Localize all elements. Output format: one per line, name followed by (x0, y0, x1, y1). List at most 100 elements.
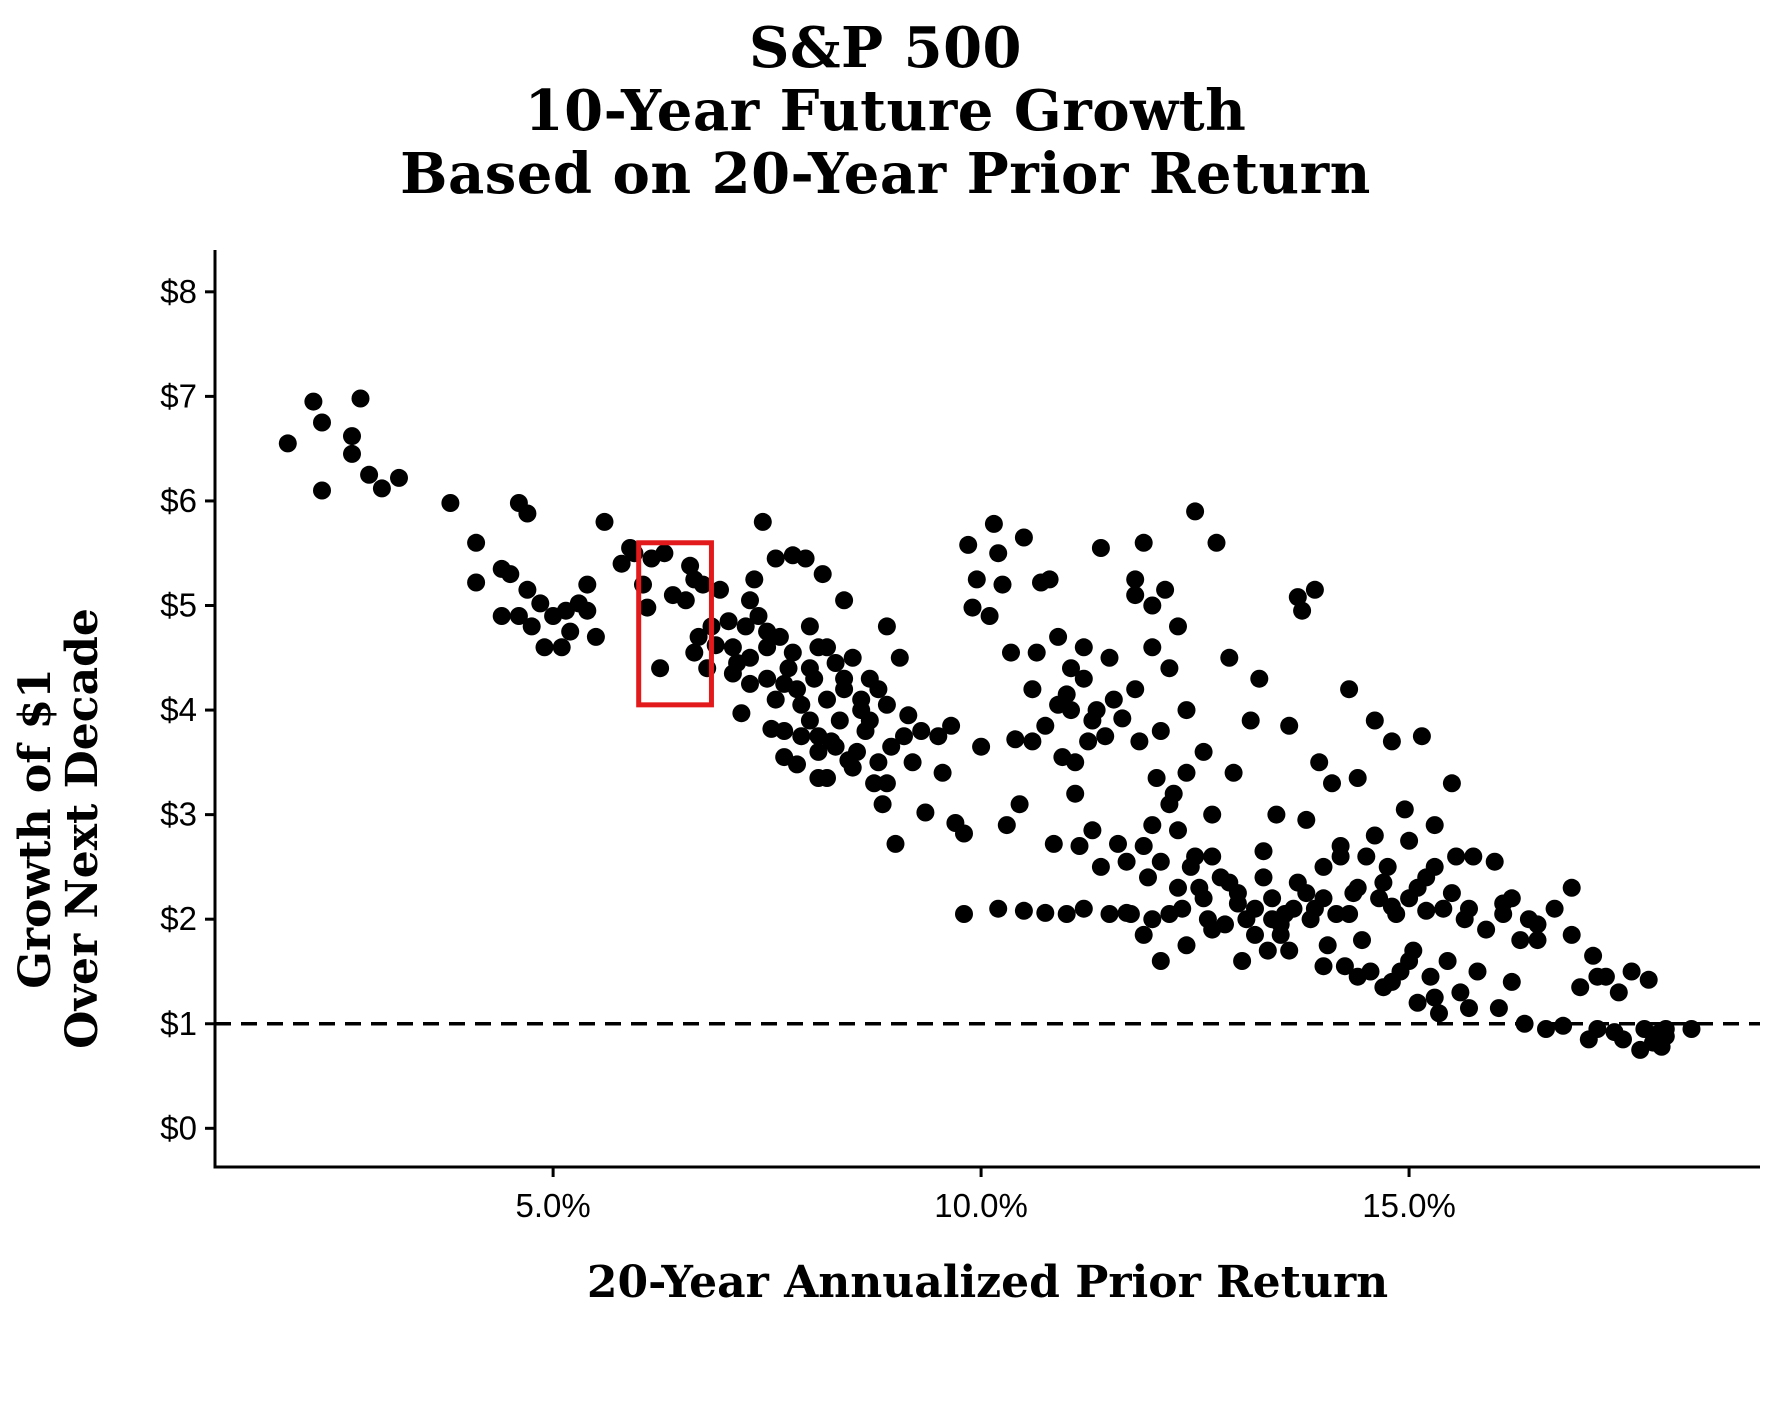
data-point (1143, 816, 1162, 835)
data-point (800, 617, 819, 636)
data-point (1049, 627, 1068, 646)
data-point (1263, 889, 1282, 908)
data-point (578, 601, 597, 620)
data-point (758, 669, 777, 688)
data-point (895, 727, 913, 746)
data-point (989, 899, 1008, 918)
y-tick-label: $3 (160, 796, 197, 833)
data-point (343, 427, 361, 446)
data-point (1151, 852, 1170, 871)
data-point (1160, 905, 1179, 923)
data-point (518, 580, 537, 599)
data-point (313, 481, 331, 500)
data-point (741, 648, 759, 667)
data-point (1023, 680, 1042, 699)
data-point (1186, 847, 1205, 866)
data-point (800, 711, 819, 730)
x-tick-label: 15.0% (1362, 1187, 1456, 1224)
data-point (1156, 580, 1175, 599)
y-tick-label: $7 (160, 377, 197, 414)
data-point (1460, 999, 1478, 1018)
data-point (800, 659, 819, 678)
data-point (796, 549, 815, 568)
data-point (741, 591, 759, 610)
data-point (792, 695, 811, 714)
data-point (1083, 821, 1102, 840)
x-axis-ticks: 5.0% 10.0% 15.0% (515, 1167, 1456, 1224)
data-point (1250, 669, 1269, 688)
data-point (1096, 727, 1115, 746)
data-point (1327, 905, 1346, 923)
data-point (826, 737, 845, 756)
data-point (719, 612, 738, 631)
data-point (848, 742, 866, 761)
data-point (1134, 925, 1153, 944)
data-point (1117, 903, 1136, 922)
data-point (1305, 899, 1324, 918)
data-point (1656, 1020, 1675, 1038)
data-point (1177, 936, 1196, 955)
data-point (723, 664, 742, 683)
data-point (1160, 659, 1179, 678)
data-point (830, 711, 849, 730)
data-point (467, 573, 486, 592)
data-point (766, 690, 785, 709)
data-point (1134, 533, 1153, 552)
data-point (651, 659, 670, 678)
data-point (1353, 931, 1371, 950)
data-point (1434, 899, 1453, 918)
data-point (278, 434, 297, 453)
data-point (779, 659, 798, 678)
data-point (1130, 732, 1149, 751)
data-point (1074, 638, 1093, 657)
data-point (1609, 983, 1628, 1002)
data-point (1036, 716, 1055, 735)
data-point (1485, 852, 1504, 871)
data-point (1340, 905, 1359, 923)
data-point (1010, 795, 1029, 814)
data-point (313, 413, 331, 432)
data-point (509, 607, 528, 625)
data-point (1382, 732, 1401, 751)
data-point (843, 648, 862, 667)
data-point (741, 674, 759, 693)
data-point (1194, 742, 1213, 761)
data-point (972, 737, 991, 756)
data-point (758, 638, 777, 657)
data-point (1036, 903, 1055, 922)
x-axis-title: 20-Year Annualized Prior Return (587, 1257, 1388, 1308)
data-point (711, 580, 729, 599)
data-point (984, 514, 1003, 533)
data-point (1284, 899, 1303, 918)
chart-title-line-2: 10-Year Future Growth (524, 78, 1247, 144)
data-point (1160, 795, 1179, 814)
data-point (1378, 857, 1397, 876)
data-point (1100, 905, 1119, 923)
data-point (1460, 899, 1478, 918)
data-point (873, 795, 892, 814)
data-point (531, 594, 550, 613)
data-point (1280, 941, 1299, 960)
data-point (1126, 570, 1145, 589)
data-point (1220, 648, 1239, 667)
data-point (886, 834, 905, 853)
data-point (775, 674, 794, 693)
data-point (1293, 601, 1312, 620)
y-tick-label: $0 (160, 1109, 197, 1146)
data-point (1554, 1016, 1573, 1035)
data-point (372, 479, 391, 498)
data-point (835, 669, 854, 688)
x-tick-label: 10.0% (934, 1187, 1028, 1224)
data-point (1447, 847, 1466, 866)
data-point (788, 755, 806, 774)
data-point (1348, 769, 1367, 787)
data-point (1083, 711, 1102, 730)
data-point (929, 727, 948, 746)
data-point (1545, 899, 1564, 918)
data-point (809, 727, 828, 746)
data-point (1203, 847, 1222, 866)
data-point (1040, 570, 1059, 589)
data-point (655, 544, 674, 563)
data-point (980, 607, 999, 625)
